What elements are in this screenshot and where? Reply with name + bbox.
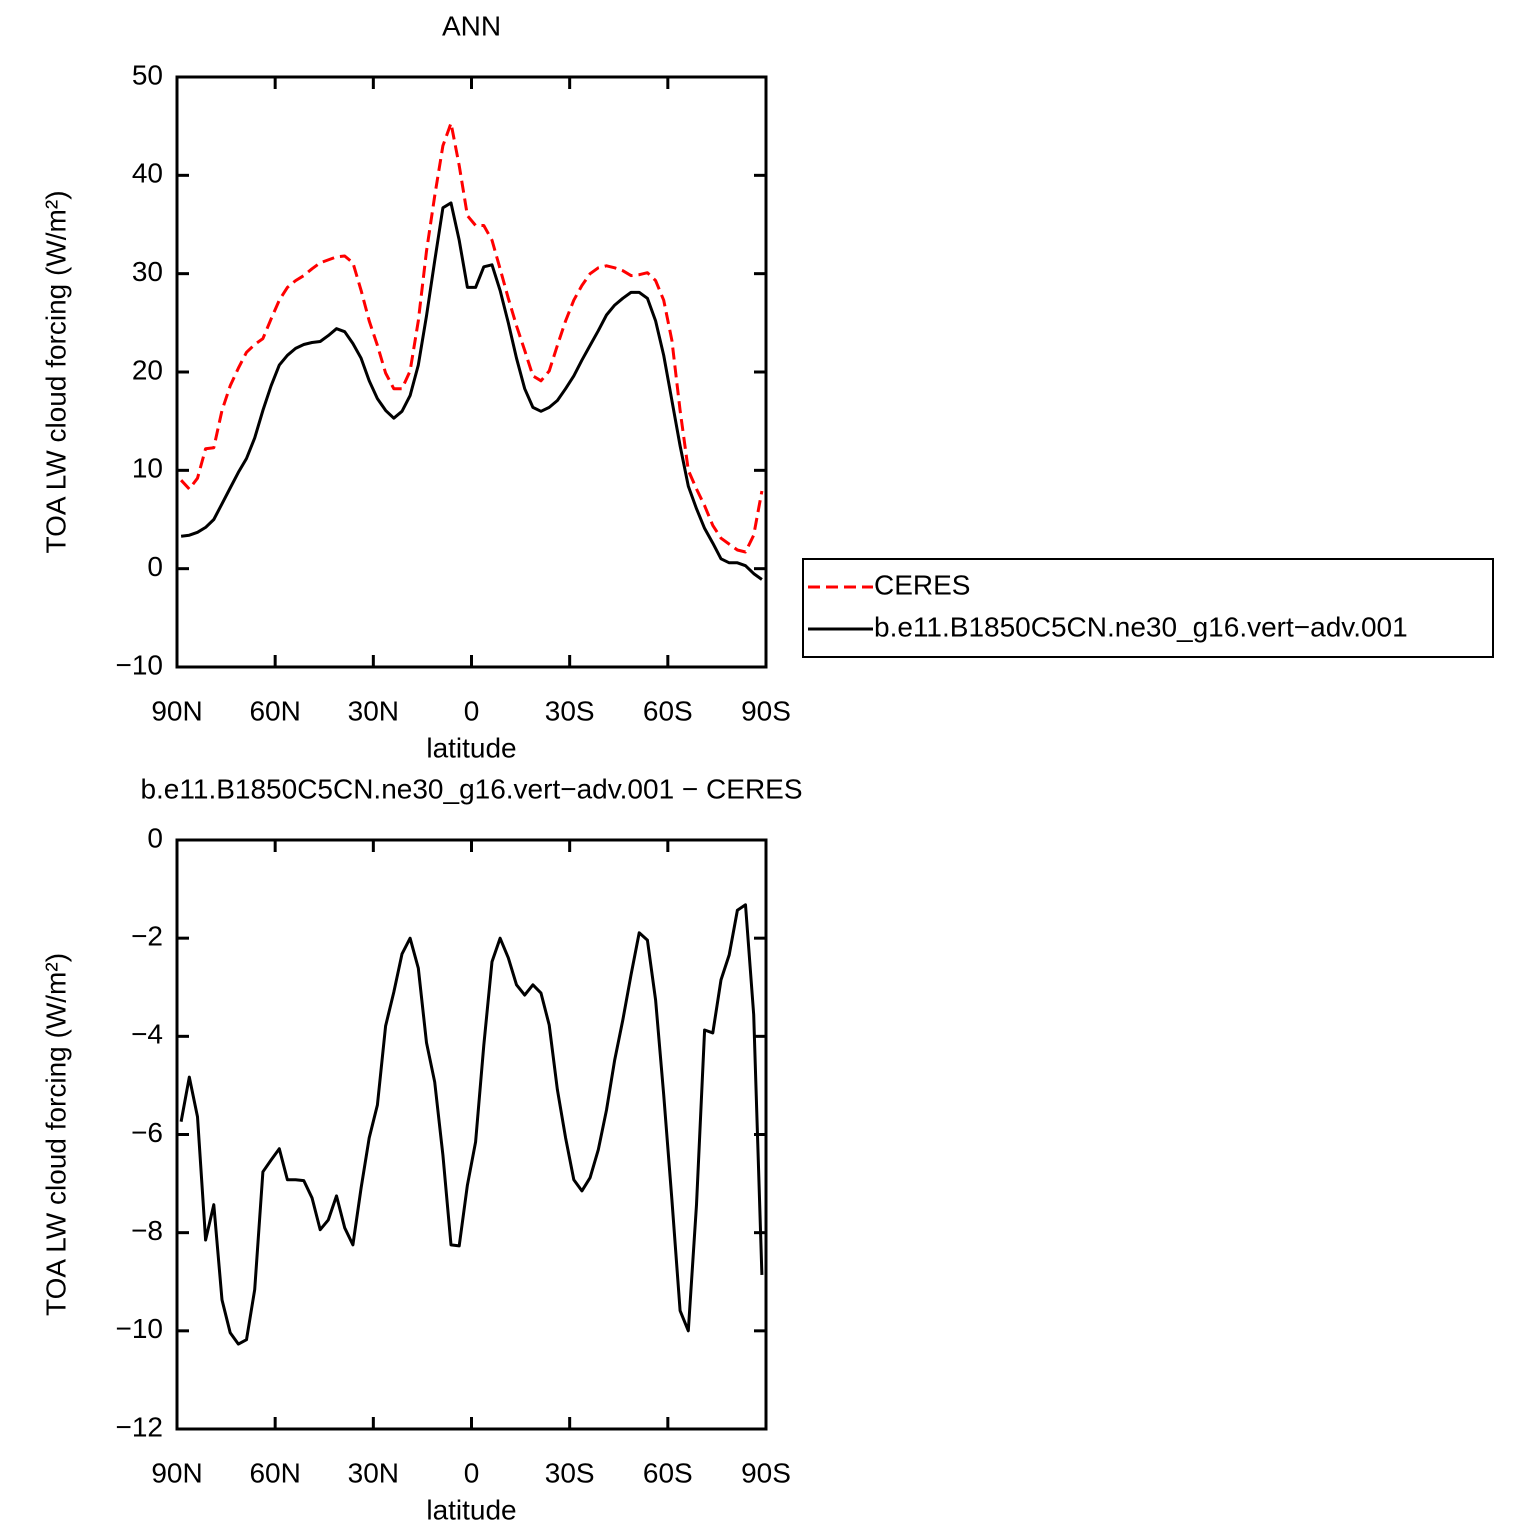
x-tick-label: 90S bbox=[741, 1457, 791, 1488]
x-axis-label: latitude bbox=[426, 1494, 516, 1525]
x-tick-label: 30S bbox=[545, 695, 595, 726]
y-axis-label: TOA LW cloud forcing (W/m²) bbox=[40, 953, 71, 1316]
legend-label: CERES bbox=[874, 569, 970, 600]
y-tick-label: −12 bbox=[116, 1411, 164, 1442]
y-tick-label: −2 bbox=[131, 921, 163, 952]
y-tick-label: 0 bbox=[147, 822, 163, 853]
y-tick-label: 50 bbox=[132, 59, 163, 90]
y-tick-label: −6 bbox=[131, 1117, 163, 1148]
x-tick-label: 30N bbox=[348, 695, 399, 726]
x-tick-label: 30N bbox=[348, 1457, 399, 1488]
data-line bbox=[180, 201, 763, 581]
x-tick-label: 60S bbox=[643, 1457, 693, 1488]
y-tick-label: 30 bbox=[132, 256, 163, 287]
plot-frame bbox=[175, 838, 768, 1431]
x-axis-label: latitude bbox=[426, 732, 516, 763]
y-tick-label: 10 bbox=[132, 453, 163, 484]
x-tick-label: 60S bbox=[643, 695, 693, 726]
x-tick-label: 0 bbox=[464, 1457, 480, 1488]
y-tick-label: 40 bbox=[132, 158, 163, 189]
x-tick-label: 60N bbox=[249, 695, 300, 726]
chart-title: ANN bbox=[442, 10, 501, 41]
x-tick-label: 90N bbox=[151, 695, 202, 726]
y-axis-label: TOA LW cloud forcing (W/m²) bbox=[40, 190, 71, 553]
y-tick-label: −8 bbox=[131, 1215, 163, 1246]
x-tick-label: 0 bbox=[464, 695, 480, 726]
data-line bbox=[180, 121, 764, 554]
y-tick-label: −10 bbox=[116, 1313, 164, 1344]
y-tick-label: −10 bbox=[116, 649, 164, 680]
x-tick-label: 90S bbox=[741, 695, 791, 726]
x-tick-label: 90N bbox=[151, 1457, 202, 1488]
plot-frame bbox=[175, 75, 768, 669]
legend-label: b.e11.B1850C5CN.ne30_g16.vert−adv.001 bbox=[874, 611, 1408, 642]
y-tick-label: −4 bbox=[131, 1019, 163, 1050]
legend-box bbox=[802, 558, 1494, 658]
chart-title: b.e11.B1850C5CN.ne30_g16.vert−adv.001 − … bbox=[140, 773, 802, 804]
y-tick-label: 0 bbox=[147, 551, 163, 582]
x-tick-label: 60N bbox=[249, 1457, 300, 1488]
data-line bbox=[179, 903, 764, 1346]
y-tick-label: 20 bbox=[132, 354, 163, 385]
x-tick-label: 30S bbox=[545, 1457, 595, 1488]
